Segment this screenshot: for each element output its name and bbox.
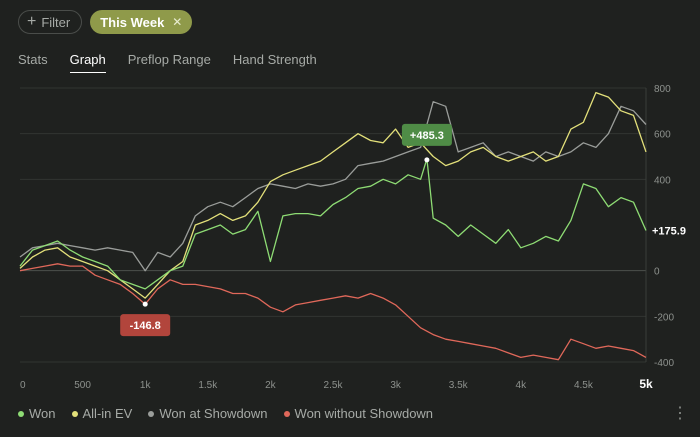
legend-label-won-at-showdown: Won at Showdown (159, 406, 268, 421)
annotation-label: -146.8 (130, 320, 161, 332)
legend-label-won: Won (29, 406, 56, 421)
this-week-chip[interactable]: This Week ✕ (90, 10, 193, 34)
x-tick-label: 5k (639, 377, 653, 391)
tab-bar: Stats Graph Preflop Range Hand Strength (18, 52, 317, 73)
y-tick-label: 0 (654, 267, 660, 278)
annotation-box (120, 314, 171, 337)
x-tick-label: 1k (140, 380, 152, 391)
legend-dot-won-without-showdown (283, 410, 290, 417)
add-filter-button[interactable]: + Filter (18, 10, 83, 34)
series-line-won-without-showdown (19, 263, 647, 361)
tab-stats[interactable]: Stats (18, 52, 48, 67)
x-tick-label: 2k (265, 380, 277, 391)
legend-label-won-without-showdown: Won without Showdown (294, 406, 434, 421)
series-line-all-in-ev (19, 91, 647, 299)
tab-graph[interactable]: Graph (69, 52, 106, 73)
plus-icon: + (27, 13, 37, 30)
tab-preflop-range[interactable]: Preflop Range (127, 52, 211, 67)
y-tick-label: 600 (654, 130, 671, 141)
end-value-label: +175.9 (652, 226, 686, 238)
legend-won-without-showdown[interactable]: Won without Showdown (283, 406, 434, 421)
x-tick-label: 4k (516, 380, 528, 391)
this-week-label: This Week (100, 14, 165, 30)
filter-bar: + Filter This Week ✕ (18, 10, 193, 34)
x-tick-label: 2.5k (324, 380, 344, 391)
series-line-won (19, 158, 647, 290)
legend-dot-won-at-showdown (148, 410, 155, 417)
x-tick-label: 0 (20, 380, 26, 391)
close-icon[interactable]: ✕ (172, 15, 183, 29)
x-tick-label: 500 (74, 380, 91, 391)
legend: Won All-in EV Won at Showdown Won withou… (18, 406, 433, 421)
legend-dot-won (18, 410, 24, 417)
tab-hand-strength[interactable]: Hand Strength (232, 52, 317, 67)
legend-all-in-ev[interactable]: All-in EV (71, 406, 133, 421)
annotation-marker (142, 301, 148, 307)
y-tick-label: 400 (654, 175, 671, 186)
results-graph[interactable]: 800 600 400 0 -200 -400 0 500 1k 1.5k 2k 2.5k 3k 3.5k… (0, 80, 700, 398)
annotation-label: +485.3 (410, 130, 444, 142)
annotation-marker (424, 157, 430, 163)
y-tick-label: -400 (654, 358, 674, 369)
filter-label: Filter (41, 14, 71, 30)
series-line-won-at-showdown (19, 101, 647, 272)
y-tick-label: 800 (654, 84, 671, 95)
x-tick-label: 1.5k (198, 380, 218, 391)
legend-won[interactable]: Won (18, 406, 56, 421)
legend-label-all-in-ev: All-in EV (82, 406, 133, 421)
annotation-box (401, 123, 452, 146)
x-tick-label: 3.5k (449, 380, 469, 391)
x-tick-label: 4.5k (574, 380, 594, 391)
y-tick-label: -200 (654, 312, 674, 323)
x-tick-label: 3k (390, 380, 402, 391)
legend-dot-all-in-ev (71, 410, 78, 417)
legend-won-at-showdown[interactable]: Won at Showdown (148, 406, 268, 421)
more-vertical-icon[interactable]: ⋮ (672, 405, 688, 422)
